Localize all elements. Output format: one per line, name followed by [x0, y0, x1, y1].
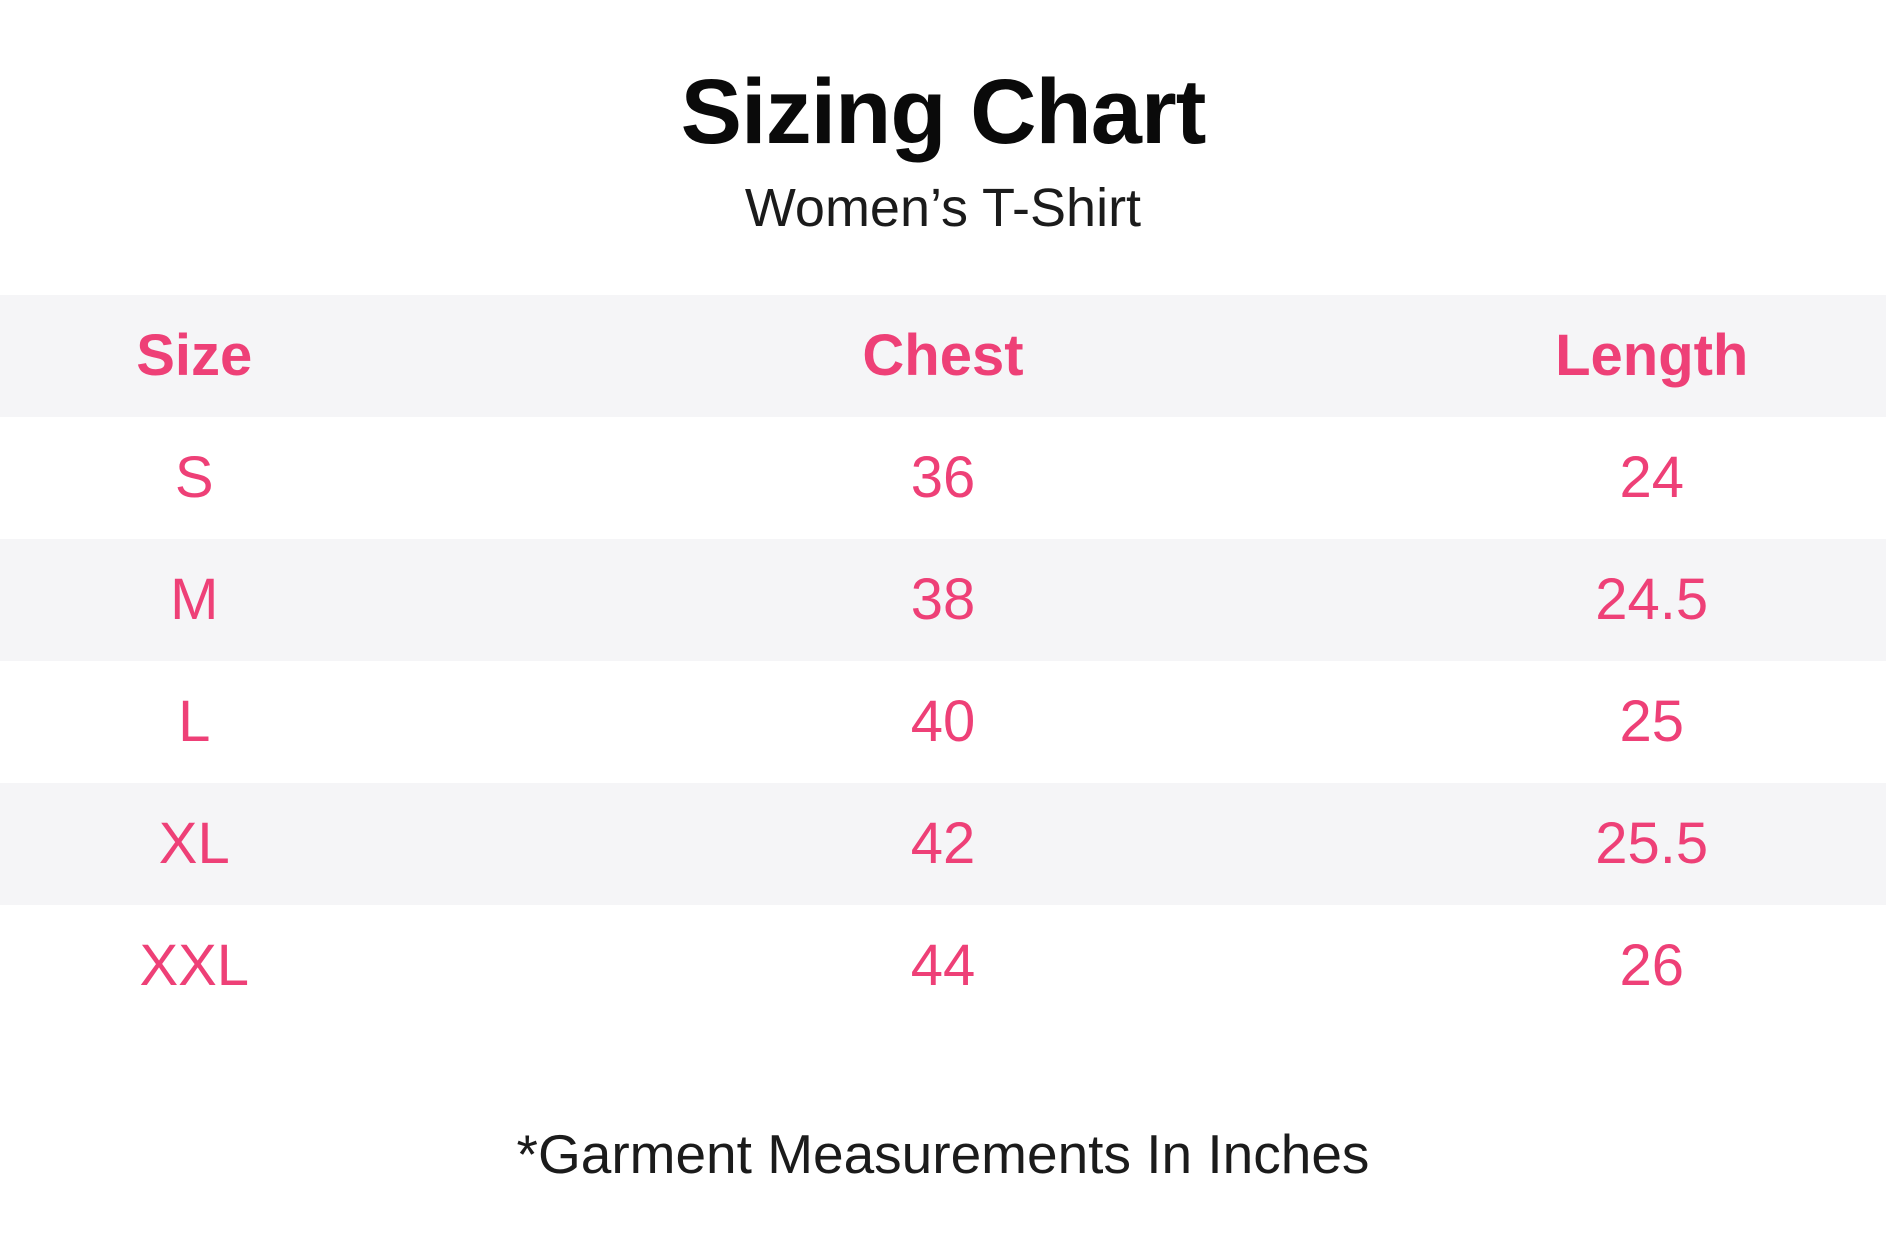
- size-cell: S: [174, 445, 214, 511]
- table-row: S 36 24: [0, 417, 1886, 539]
- column-header-length: Length: [1555, 323, 1749, 389]
- table-row: XL 42 25.5: [0, 782, 1886, 905]
- length-cell: 25.5: [1595, 811, 1709, 877]
- chest-cell: 36: [910, 445, 976, 511]
- length-cell: 26: [1619, 933, 1684, 999]
- table-row: XXL 44 26: [0, 905, 1886, 1027]
- page-title: Sizing Chart: [680, 61, 1207, 163]
- chest-cell: 40: [910, 689, 976, 755]
- footnote: *Garment Measurements In Inches: [516, 1122, 1370, 1185]
- size-cell: M: [170, 567, 219, 633]
- size-cell: L: [178, 689, 211, 755]
- page-subtitle: Women’s T-Shirt: [744, 177, 1142, 238]
- chest-cell: 42: [910, 811, 976, 877]
- header-row: Size Chest Length: [0, 294, 1886, 417]
- sizing-table: Size Chest Length S 36 24 M 38 24.5 L 40 25 XL 42 25.…: [0, 294, 1886, 1027]
- size-cell: XL: [158, 811, 230, 877]
- length-cell: 24: [1619, 445, 1684, 511]
- table-body: S 36 24 M 38 24.5 L 40 25 XL 42 25.5 XXL 44 26: [0, 417, 1886, 1027]
- column-header-size: Size: [136, 323, 253, 389]
- chest-cell: 44: [910, 933, 976, 999]
- chest-cell: 38: [910, 567, 976, 633]
- table-header: Size Chest Length: [0, 294, 1886, 417]
- column-header-chest: Chest: [862, 323, 1024, 389]
- length-cell: 24.5: [1595, 567, 1709, 633]
- table-row: L 40 25: [0, 661, 1886, 783]
- table-row: M 38 24.5: [0, 538, 1886, 661]
- length-cell: 25: [1619, 689, 1684, 755]
- size-cell: XXL: [139, 933, 250, 999]
